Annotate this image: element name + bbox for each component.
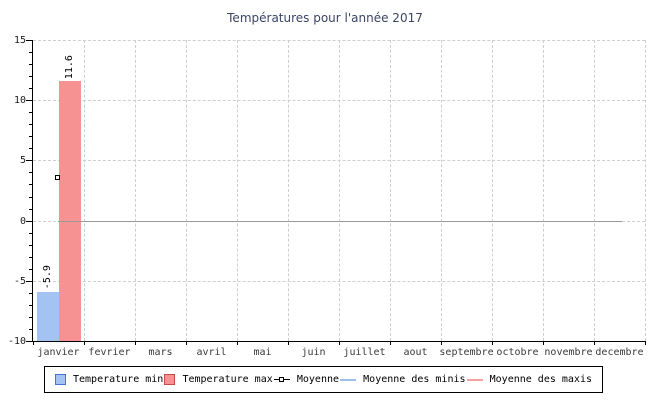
x-tick: [84, 341, 85, 345]
legend-line-swatch: [466, 378, 483, 381]
y-minor-tick: [29, 196, 32, 198]
moyenne-marker: [54, 175, 60, 181]
x-tick: [339, 341, 340, 345]
y-axis-line: [32, 40, 33, 342]
y-minor-tick: [29, 268, 32, 270]
y-minor-tick: [29, 88, 32, 90]
legend-item-temperature-min: Temperature min: [55, 374, 163, 385]
x-tick: [237, 341, 238, 345]
x-month-label: juin: [301, 347, 326, 358]
y-minor-tick: [29, 304, 32, 306]
y-major-tick: [26, 280, 32, 282]
x-axis-line: [32, 341, 645, 342]
x-month-label: janvier: [37, 347, 80, 358]
y-major-tick: [26, 40, 32, 41]
grid-line-vertical: [645, 40, 646, 341]
x-month-label: aout: [403, 347, 428, 358]
y-minor-tick: [29, 208, 32, 210]
legend-item-temperature-max: Temperature max: [164, 374, 273, 385]
grid-line-vertical: [543, 40, 544, 341]
grid-line-vertical: [339, 40, 340, 341]
x-month-label: mars: [148, 347, 173, 358]
y-minor-tick: [29, 172, 32, 174]
y-minor-tick: [29, 112, 32, 114]
bar-value-label: -5.9: [41, 265, 53, 290]
y-minor-tick: [29, 136, 32, 138]
x-tick: [33, 341, 34, 345]
y-minor-tick: [29, 76, 32, 78]
legend-box-swatch: [55, 374, 66, 385]
y-minor-tick: [29, 148, 32, 150]
legend-label: Moyenne: [296, 374, 340, 385]
y-minor-tick: [29, 52, 32, 54]
grid-line-vertical: [84, 40, 85, 341]
y-major-tick: [26, 160, 32, 162]
y-tick-label: -10: [7, 336, 26, 347]
x-tick: [543, 341, 544, 345]
y-minor-tick: [29, 256, 32, 258]
legend-label: Moyenne des minis: [363, 374, 466, 385]
legend-label: Temperature max: [182, 374, 273, 385]
legend-label: Temperature min: [73, 374, 164, 385]
y-tick-label: 0: [19, 215, 26, 227]
y-minor-tick: [29, 184, 32, 186]
marker-square: [278, 377, 284, 382]
bar-temperature-min: [36, 291, 59, 341]
y-tick-label: 5: [19, 155, 26, 167]
legend-item-moyenne-des-maxis: Moyenne des maxis: [466, 374, 592, 385]
y-minor-tick: [29, 316, 32, 318]
x-month-label: fevrier: [88, 347, 131, 358]
y-minor-tick: [29, 328, 32, 330]
legend-label: Moyenne des maxis: [489, 374, 592, 385]
grid-line-vertical: [237, 40, 238, 341]
y-major-tick: [26, 100, 32, 102]
x-tick: [594, 341, 595, 345]
x-tick: [645, 341, 646, 345]
y-tick-label: 15: [13, 35, 26, 46]
grid-line-vertical: [594, 40, 595, 341]
x-month-label: decembre: [595, 347, 644, 358]
bar-value-label: 11.6: [63, 54, 75, 79]
legend-line-swatch: [340, 378, 357, 381]
grid-line-vertical: [288, 40, 289, 341]
y-major-tick: [26, 220, 32, 222]
x-tick: [288, 341, 289, 345]
x-month-label: juillet: [343, 347, 386, 358]
x-tick: [492, 341, 493, 345]
legend-box-swatch: [164, 374, 176, 385]
x-tick: [390, 341, 391, 345]
chart-title: Températures pour l'année 2017: [227, 11, 423, 25]
legend-item-moyenne: Moyenne: [273, 374, 340, 385]
grid-line-vertical: [441, 40, 442, 341]
grid-line-vertical: [186, 40, 187, 341]
y-minor-tick: [29, 232, 32, 234]
x-tick: [186, 341, 187, 345]
y-minor-tick: [29, 292, 32, 294]
mean-zero-line: [57, 220, 622, 222]
legend: Temperature min Temperature max Moyenne Moy…: [44, 366, 603, 393]
legend-item-moyenne-des-minis: Moyenne des minis: [340, 374, 466, 385]
x-month-label: mai: [253, 347, 272, 358]
x-tick: [135, 341, 136, 345]
grid-line-vertical: [390, 40, 391, 341]
y-tick-label: -5: [13, 275, 26, 287]
y-minor-tick: [29, 124, 32, 126]
y-major-tick: [26, 341, 32, 342]
bar-temperature-max: [58, 80, 81, 341]
y-tick-label: 10: [13, 95, 26, 107]
y-minor-tick: [29, 64, 32, 66]
x-tick: [441, 341, 442, 345]
grid-line-vertical: [135, 40, 136, 341]
x-month-label: septembre: [439, 347, 494, 358]
legend-marker-swatch: [273, 375, 290, 384]
y-minor-tick: [29, 244, 32, 246]
x-month-label: novembre: [544, 347, 593, 358]
grid-line-vertical: [492, 40, 493, 341]
x-month-label: avril: [196, 347, 227, 358]
x-month-label: octobre: [496, 347, 539, 358]
